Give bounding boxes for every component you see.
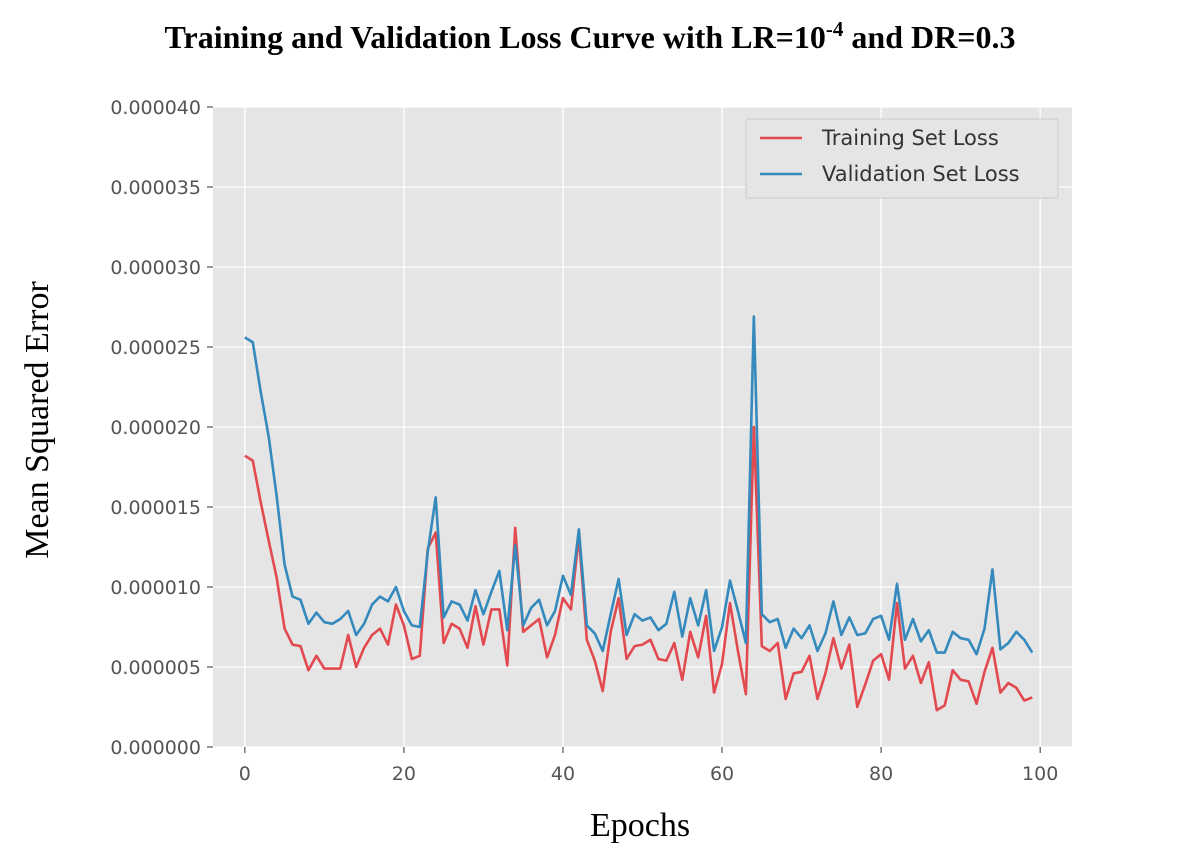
series-lines (244, 315, 1034, 712)
y-tick-label: 0.000015 (110, 497, 201, 519)
y-tick-label: 0.000020 (110, 417, 201, 439)
y-tick-label: 0.000040 (110, 97, 201, 119)
x-tick-label: 40 (551, 763, 575, 785)
y-tick-label: 0.000005 (110, 657, 201, 679)
x-axis-label: Epochs (590, 807, 690, 844)
y-axis-label: Mean Squared Error (19, 281, 56, 559)
axis-ticks: 0 20 40 60 80 100 0.000000 0.000005 0.000010 0.00… (110, 97, 1058, 785)
legend: Training Set Loss Validation Set Loss (745, 118, 1059, 199)
chart-title-main: Training and Validation Loss Curve with … (165, 19, 826, 55)
y-tick-label: 0.000035 (110, 177, 201, 199)
x-tick-label: 0 (239, 763, 251, 785)
series-line-training (244, 425, 1033, 712)
x-tick-label: 80 (869, 763, 893, 785)
y-tick-label: 0.000025 (110, 337, 201, 359)
y-tick-label: 0.000030 (110, 257, 201, 279)
legend-box (745, 118, 1059, 199)
series-line-validation (244, 315, 1034, 656)
x-tick-label: 100 (1022, 763, 1058, 785)
x-tick-label: 60 (710, 763, 734, 785)
y-tick-label: 0.000010 (110, 577, 201, 599)
x-tick-label: 20 (392, 763, 416, 785)
legend-label-training: Training Set Loss (821, 126, 999, 150)
chart-title: Training and Validation Loss Curve with … (165, 17, 1016, 55)
chart-title-exponent: -4 (826, 17, 844, 41)
legend-label-validation: Validation Set Loss (822, 162, 1020, 186)
chart-title-suffix: and DR=0.3 (843, 19, 1015, 55)
y-tick-label: 0.000000 (110, 737, 201, 759)
